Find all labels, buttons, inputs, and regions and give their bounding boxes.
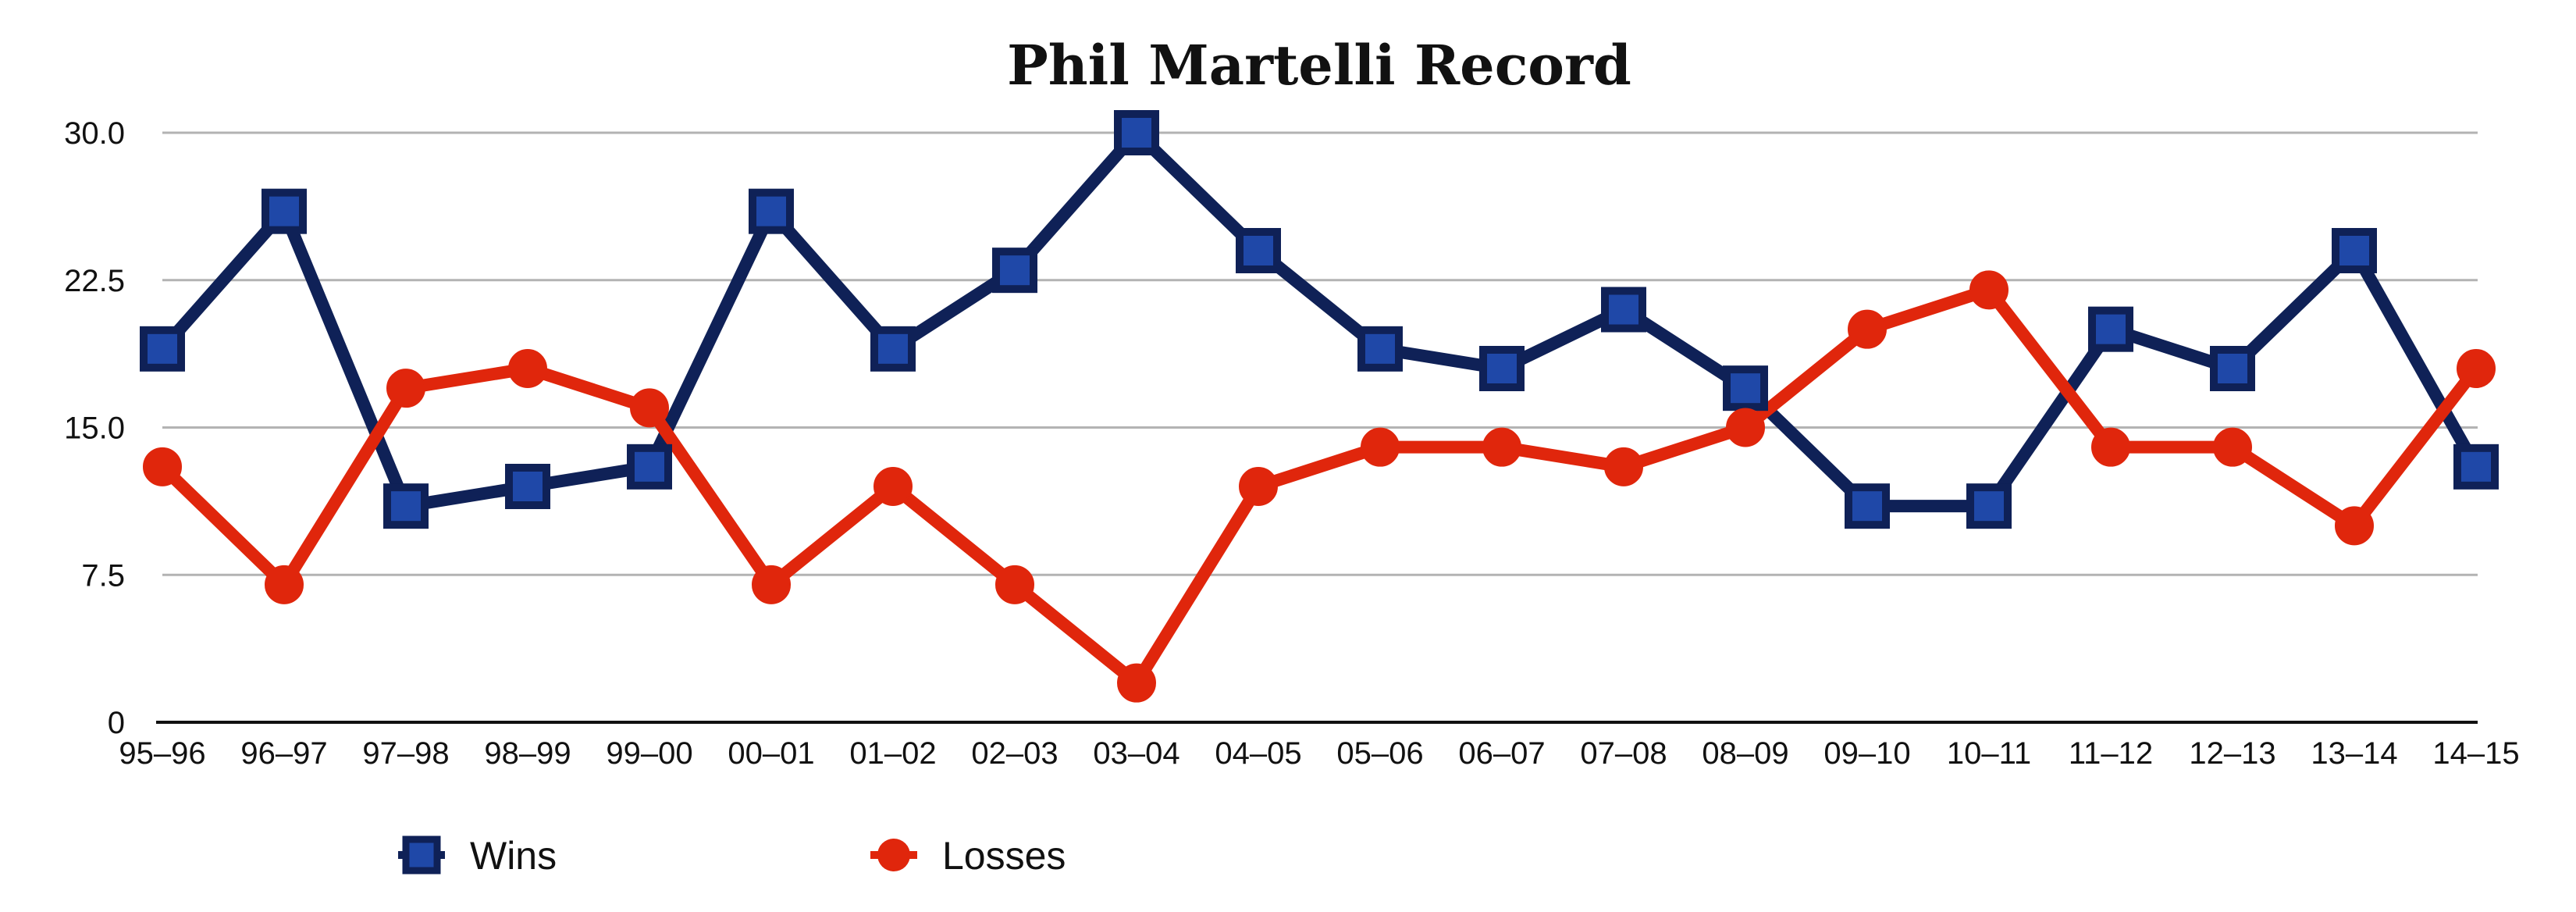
data-point-wins xyxy=(2210,346,2255,391)
x-tick-label: 99–00 xyxy=(606,736,692,771)
x-tick-label: 95–96 xyxy=(119,736,205,771)
data-point-wins xyxy=(1479,346,1525,391)
data-point-wins xyxy=(1357,326,1403,372)
y-tick-label: 7.5 xyxy=(81,558,125,593)
legend-label-wins: Wins xyxy=(470,834,557,878)
x-tick-label: 09–10 xyxy=(1823,736,1910,771)
data-point-losses xyxy=(1969,270,2008,310)
data-point-losses xyxy=(1239,467,1278,506)
data-point-wins xyxy=(140,326,185,372)
data-point-losses xyxy=(1361,427,1400,467)
series-line-losses xyxy=(156,283,2482,689)
y-axis-ticks: 0 7.5 15.0 22.5 30.0 xyxy=(64,116,125,740)
legend-label-losses: Losses xyxy=(942,834,1066,878)
data-point-wins xyxy=(1966,483,2012,529)
data-point-losses xyxy=(508,349,547,388)
x-tick-label: 10–11 xyxy=(1947,736,2031,771)
data-point-losses xyxy=(1117,663,1156,703)
x-tick-label: 04–05 xyxy=(1215,736,1301,771)
data-point-wins xyxy=(262,188,307,234)
data-point-wins xyxy=(1114,110,1159,155)
series-group xyxy=(140,110,2499,703)
data-point-losses xyxy=(752,565,791,604)
data-point-wins xyxy=(870,326,916,372)
x-tick-label: 00–01 xyxy=(728,736,814,771)
x-tick-label: 08–09 xyxy=(1702,736,1788,771)
y-tick-label: 30.0 xyxy=(64,116,125,151)
x-tick-label: 06–07 xyxy=(1458,736,1545,771)
x-tick-label: 03–04 xyxy=(1093,736,1179,771)
legend-marker-wins xyxy=(402,835,441,875)
data-point-wins xyxy=(2088,306,2133,352)
x-tick-label: 13–14 xyxy=(2311,736,2397,771)
data-point-wins xyxy=(2332,228,2377,273)
data-point-wins xyxy=(749,188,794,234)
data-point-losses xyxy=(1848,309,1887,349)
data-point-losses xyxy=(2457,349,2496,388)
x-tick-label: 97–98 xyxy=(362,736,449,771)
x-tick-label: 14–15 xyxy=(2432,736,2519,771)
data-point-losses xyxy=(2335,506,2374,546)
y-tick-label: 22.5 xyxy=(64,264,125,298)
data-point-wins xyxy=(2453,444,2499,490)
data-point-wins xyxy=(627,444,672,490)
data-point-wins xyxy=(383,483,429,529)
data-point-wins xyxy=(1723,365,1768,411)
data-point-losses xyxy=(265,565,304,604)
data-point-losses xyxy=(630,388,669,428)
data-point-losses xyxy=(2091,427,2130,467)
legend-marker-losses xyxy=(877,839,910,871)
x-tick-label: 05–06 xyxy=(1336,736,1423,771)
data-point-losses xyxy=(873,467,913,506)
data-point-wins xyxy=(1601,287,1646,333)
y-tick-label: 15.0 xyxy=(64,411,125,446)
legend: Wins Losses xyxy=(398,834,1066,878)
x-tick-label: 12–13 xyxy=(2189,736,2275,771)
y-tick-label: 0 xyxy=(108,706,125,740)
data-point-losses xyxy=(2213,427,2252,467)
data-point-wins xyxy=(1845,483,1890,529)
data-point-losses xyxy=(1482,427,1521,467)
data-point-losses xyxy=(995,565,1034,604)
x-axis-ticks: 95–96 96–97 97–98 98–99 99–00 00–01 01–02 02–03… xyxy=(119,736,2519,771)
data-point-losses xyxy=(1726,408,1765,447)
data-point-losses xyxy=(143,447,182,486)
data-point-wins xyxy=(992,248,1037,294)
data-point-wins xyxy=(1236,228,1281,273)
x-tick-label: 01–02 xyxy=(849,736,936,771)
chart-title: Phil Martelli Record xyxy=(1007,33,1631,98)
data-point-losses xyxy=(386,369,425,408)
x-tick-label: 07–08 xyxy=(1580,736,1667,771)
data-point-wins xyxy=(505,464,550,509)
x-tick-label: 02–03 xyxy=(971,736,1058,771)
x-tick-label: 98–99 xyxy=(484,736,571,771)
x-tick-label: 96–97 xyxy=(240,736,327,771)
data-point-losses xyxy=(1604,447,1643,486)
x-tick-label: 11–12 xyxy=(2069,736,2153,771)
